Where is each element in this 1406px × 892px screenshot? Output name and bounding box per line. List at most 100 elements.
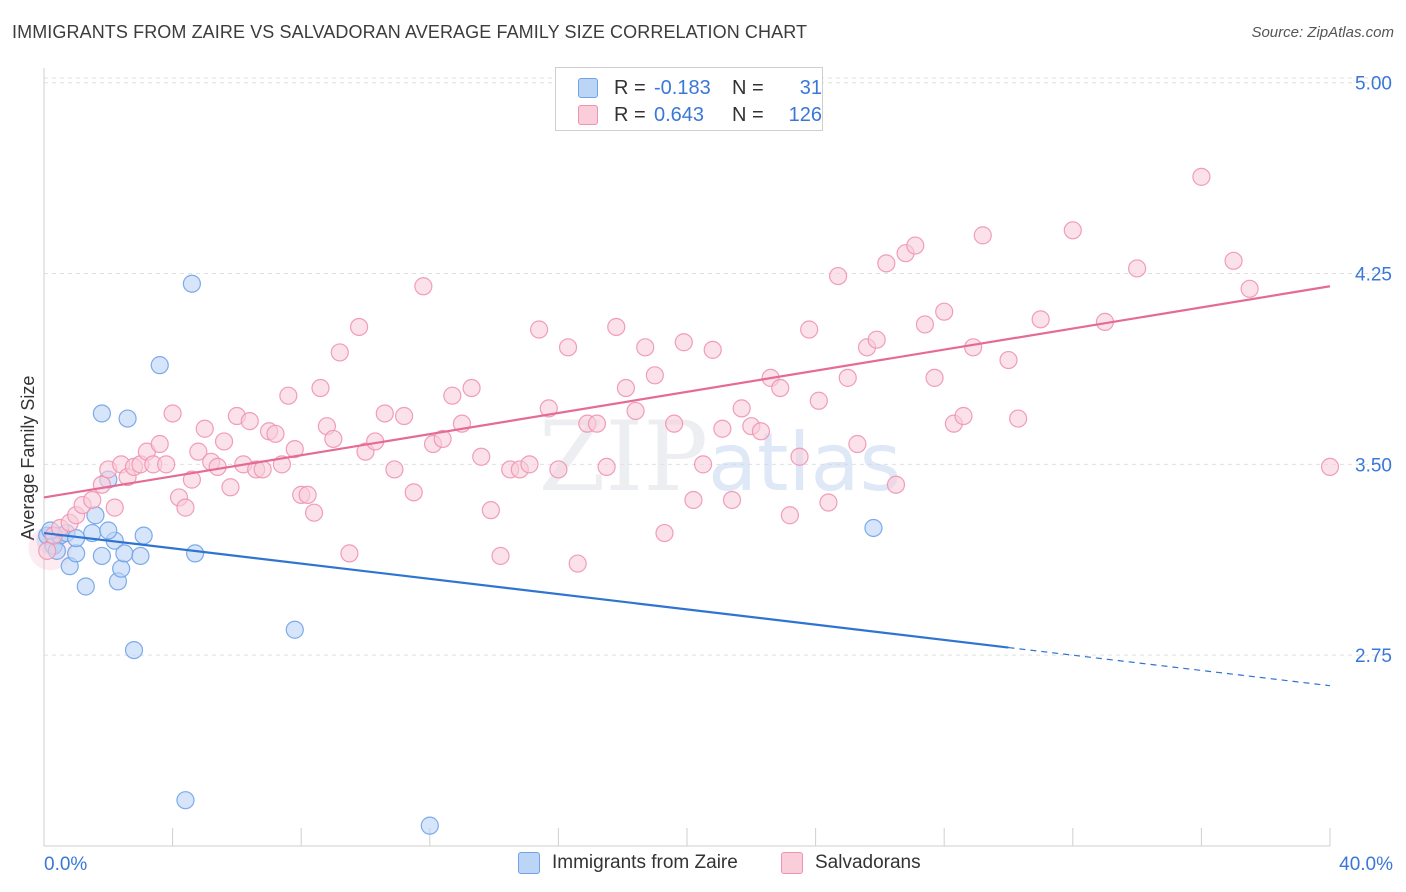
r-value: 0.643: [654, 103, 705, 126]
legend-item-zaire[interactable]: Immigrants from Zaire: [518, 852, 738, 874]
legend-label-zaire: Immigrants from Zaire: [552, 852, 738, 873]
n-label: N =: [732, 103, 764, 126]
zaire-point: [118, 409, 137, 428]
r-label: R =: [614, 103, 646, 126]
stats-legend-row-salvadorans: R = 0.643 N = 126: [578, 101, 822, 129]
salvadoran-point: [809, 391, 828, 410]
salvadoran-point: [163, 404, 182, 423]
salvadoran-point: [404, 483, 423, 502]
salvadoran-point: [935, 302, 954, 321]
salvadoran-point: [684, 490, 703, 510]
zaire-trend-extension: [1008, 646, 1331, 687]
salvadoran-point: [304, 503, 324, 522]
salvadorans-legend-swatch: [781, 852, 803, 874]
salvadoran-point: [607, 317, 626, 337]
salvadoran-point: [693, 455, 713, 474]
salvadoran-point: [587, 414, 607, 433]
chart-title: IMMIGRANTS FROM ZAIRE VS SALVADORAN AVER…: [12, 22, 808, 42]
salvadoran-point: [285, 439, 304, 459]
salvadoran-point: [491, 546, 510, 566]
salvadoran-point: [462, 378, 481, 398]
salvadoran-point: [92, 475, 111, 494]
salvadoran-point: [1240, 279, 1259, 298]
salvadoran-point: [549, 460, 568, 479]
r-value: -0.183: [654, 76, 711, 99]
salvadoran-point: [665, 414, 684, 433]
r-label: R =: [614, 76, 646, 99]
salvadoran-point: [925, 368, 944, 387]
salvadoran-point: [330, 343, 349, 362]
salvadoran-point: [38, 541, 57, 560]
salvadoran-point: [973, 226, 992, 245]
n-value: 31: [799, 76, 822, 99]
salvadoran-point: [703, 340, 722, 359]
salvadoran-point: [1127, 259, 1147, 278]
salvadoran-point: [1063, 221, 1082, 240]
zaire-point: [92, 404, 111, 423]
zaire-point: [285, 620, 304, 639]
zaire-point: [182, 274, 201, 293]
salvadoran-point: [886, 475, 906, 494]
salvadoran-point: [182, 470, 201, 489]
salvadoran-point: [800, 320, 819, 339]
y-tick-label: 3.50: [1355, 455, 1392, 476]
salvadoran-point: [340, 544, 359, 563]
salvadoran-point: [157, 455, 176, 474]
stats-legend-row-zaire: R = -0.183 N = 31: [578, 74, 822, 102]
zaire-point: [150, 356, 169, 375]
salvadoran-point: [838, 368, 857, 387]
salvadoran-point: [414, 277, 433, 296]
salvadoran-point: [713, 419, 732, 438]
series-legend: Immigrants from Zaire Salvadorans: [0, 852, 1406, 876]
salvadoran-point: [877, 254, 896, 273]
salvadoran-point: [221, 478, 240, 497]
n-value: 126: [788, 103, 822, 126]
salvadoran-point: [195, 419, 214, 438]
zaire-point: [186, 544, 205, 563]
zaire-point: [67, 544, 86, 563]
salvadoran-point: [722, 490, 742, 510]
salvadoran-point: [636, 338, 655, 357]
salvadoran-point: [539, 399, 558, 418]
salvadoran-point: [568, 554, 587, 573]
salvadoran-point: [105, 498, 124, 517]
salvadoran-point: [150, 434, 169, 454]
zaire-point: [864, 518, 883, 538]
zaire-point: [124, 640, 144, 660]
salvadoran-trend-line: [43, 285, 1331, 499]
salvadoran-point: [558, 338, 578, 357]
zaire-swatch: [578, 78, 598, 98]
zaire-point: [92, 546, 111, 566]
salvadoran-point: [1320, 457, 1340, 477]
y-tick-label: 2.75: [1355, 646, 1392, 667]
legend-item-salvadorans[interactable]: Salvadorans: [781, 852, 921, 874]
salvadoran-point: [472, 447, 491, 466]
salvadoran-point: [732, 399, 751, 418]
zaire-point: [134, 526, 153, 545]
salvadoran-point: [240, 412, 259, 431]
salvadoran-point: [674, 333, 693, 352]
salvadoran-point: [616, 378, 636, 398]
salvadoran-point: [530, 320, 549, 339]
salvadoran-point: [385, 460, 404, 479]
salvadoran-point: [176, 498, 195, 517]
salvadoran-point: [1031, 310, 1050, 329]
salvadorans-swatch: [578, 105, 598, 125]
zaire-legend-swatch: [518, 852, 540, 874]
salvadoran-point: [848, 434, 867, 454]
salvadoran-point: [867, 330, 886, 349]
x-tick-label: 0.0%: [44, 854, 87, 875]
y-tick-label: 5.00: [1355, 74, 1392, 95]
y-axis-label: Average Family Size: [18, 376, 38, 541]
salvadoran-point: [1192, 167, 1211, 186]
salvadoran-point: [520, 455, 539, 474]
salvadoran-point: [771, 378, 790, 398]
salvadoran-point: [597, 457, 616, 477]
salvadoran-point: [915, 315, 935, 334]
salvadoran-point: [819, 493, 838, 512]
salvadoran-point: [433, 429, 452, 449]
source-label: Source: ZipAtlas.com: [1251, 24, 1394, 41]
salvadoran-point: [1224, 251, 1243, 270]
zaire-point: [99, 521, 118, 540]
